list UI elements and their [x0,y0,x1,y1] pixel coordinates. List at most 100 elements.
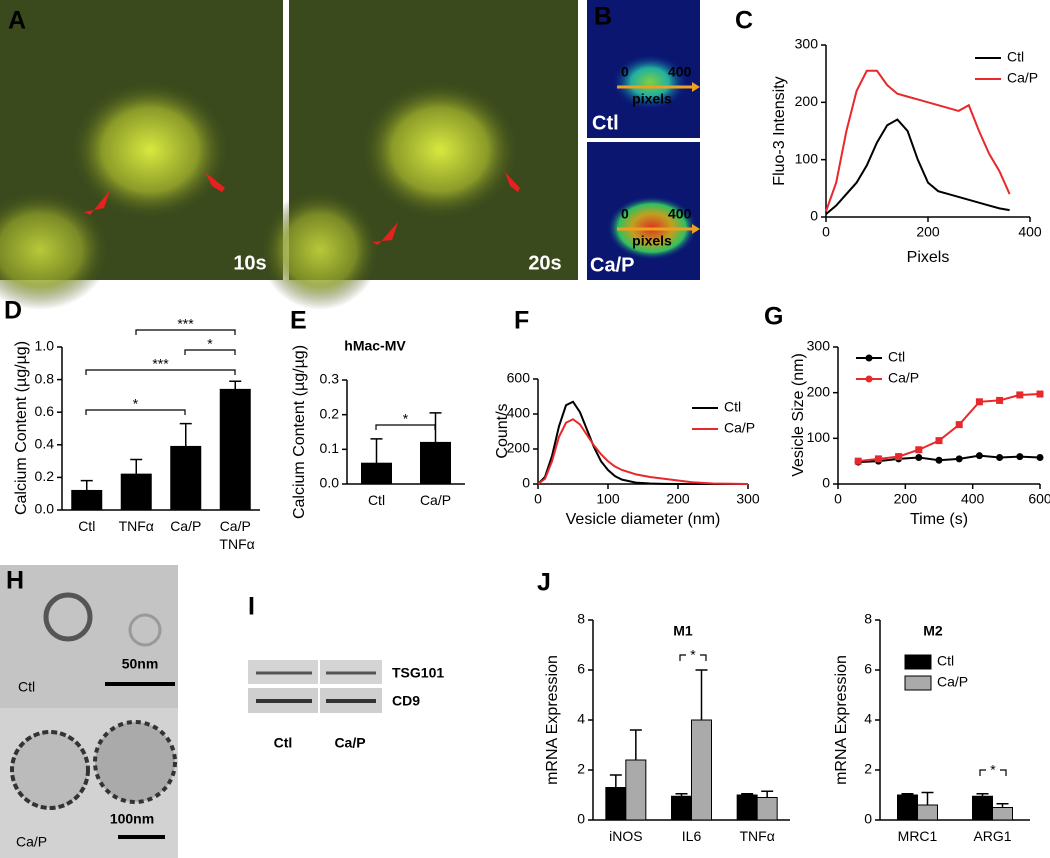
band-label: TSG101 [392,665,444,681]
x-tick-label: 200 [894,491,918,507]
y-tick-label: 0 [577,811,585,827]
y-tick-label: 0.8 [35,370,55,386]
scale-label: 50nm [122,656,159,672]
data-point [955,421,963,429]
bar [671,795,692,821]
significance-label: *** [177,316,194,332]
chart-title: M2 [923,623,943,639]
significance-bracket [375,424,436,430]
panel-label: H [6,567,24,595]
error-bar [741,793,754,795]
chart-title: M1 [673,623,693,639]
significance-bracket [135,329,236,335]
y-tick-label: 0.1 [320,440,340,456]
x-tick-label: 100 [596,491,620,507]
data-line [858,393,1041,463]
error-bar [370,438,383,464]
bar [625,759,647,821]
x-tick-label: Ctl [368,492,385,508]
y-tick-label: 600 [507,370,531,386]
data-point [895,453,903,461]
bar [170,445,202,511]
legend-marker [865,354,873,362]
axis-start: 0 [621,64,629,80]
y-tick-label: 2 [577,761,585,777]
y-tick-label: 0.2 [320,405,340,421]
panel-label: A [8,7,26,35]
data-point [854,457,862,465]
y-tick-label: 0 [522,475,530,491]
x-tick-label: 400 [1018,224,1042,240]
axis-unit: pixels [632,233,672,249]
x-tick-label: Ca/P TNFα [216,518,255,552]
significance-label: *** [152,356,169,372]
data-point [955,455,963,463]
data-point [874,455,882,463]
bar [219,388,251,511]
lane-label: Ctl [274,735,293,751]
lane-label: Ca/P [334,735,365,751]
y-tick-label: 300 [795,36,819,52]
significance-label: * [990,762,996,778]
y-axis-label: Calcium Content (µg/µg) [13,341,30,515]
significance-label: * [207,336,213,352]
x-tick-label: 0 [534,491,542,507]
y-tick-label: 4 [864,711,872,727]
axis-end: 400 [668,64,692,80]
y-tick-label: 300 [807,338,831,354]
bar [897,794,918,821]
panel-label: G [764,303,783,331]
data-point [915,446,923,454]
data-line [537,418,749,485]
y-tick-label: 1.0 [35,338,55,354]
western-blot: TSG101 CD9 Ctl Ca/P [248,660,444,751]
y-axis-label: mRNA Expression [833,655,850,785]
legend-label: Ctl [1007,49,1024,65]
y-tick-label: 0.6 [35,403,55,419]
legend-label: Ctl [888,349,905,365]
x-tick-label: iNOS [609,828,642,844]
x-tick-label: ARG1 [973,828,1011,844]
y-axis-label: Fluo-3 Intensity [771,76,788,185]
y-tick-label: 100 [795,150,819,166]
y-tick-label: 0.0 [35,501,55,517]
x-tick-label: Ca/P [170,518,201,534]
panel-label: E [290,307,307,335]
x-axis-label: Pixels [907,249,950,266]
data-line [825,118,1010,215]
y-tick-label: 0.3 [320,371,340,387]
legend-label: Ca/P [888,370,919,386]
chart: 0 100 200 300 Fluo-3 Intensity 0 200 400 Pixels C… [771,36,1042,267]
significance-label: * [690,647,696,663]
group-label: Ca/P [16,834,47,850]
band-label: CD9 [392,693,420,709]
chart: 0 2 4 6 8 mRNA Expression M1 iNOS IL6 TNFα * [544,611,790,844]
error-bar [80,479,93,491]
micrograph-b: 0 400 pixels Ctl 0 400 pixels Ca/P [587,0,700,280]
bar [120,473,152,511]
x-tick-label: 0 [822,224,830,240]
significance-label: * [403,411,409,427]
significance-bracket [679,654,707,661]
legend-label: Ca/P [937,674,968,690]
bar [736,794,758,821]
data-point [996,454,1004,462]
data-point [935,456,943,464]
error-bar [976,793,989,797]
legend-label: Ca/P [724,420,755,436]
x-tick-label: 300 [736,491,760,507]
chart-title: hMac-MV [344,338,406,354]
error-bar [675,793,688,797]
panel-label: J [537,569,551,597]
x-axis-label: Time (s) [910,511,968,528]
panel-label: F [514,307,529,335]
error-bar [179,422,192,447]
legend-marker [865,375,873,383]
bar [71,489,103,511]
y-tick-label: 200 [807,383,831,399]
panel-label: I [248,593,255,621]
data-point [1016,391,1024,399]
error-bar [609,774,622,788]
bar [917,804,938,821]
